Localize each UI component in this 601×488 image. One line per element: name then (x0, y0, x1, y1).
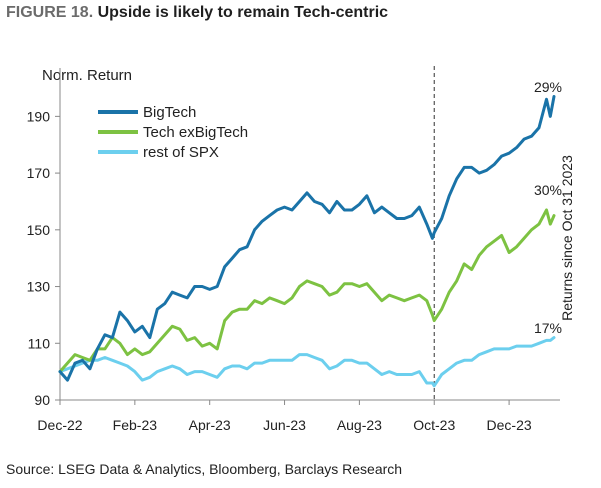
x-tick-label: Apr-23 (189, 417, 231, 433)
series-lines (58, 95, 556, 388)
legend-label-tech-exbigtech: Tech exBigTech (143, 124, 248, 141)
reference-line-label: Returns since Oct 31 2023 (559, 155, 575, 321)
y-tick-label: 130 (27, 279, 51, 295)
figure-title: FIGURE 18. Upside is likely to remain Te… (6, 4, 388, 22)
y-tick-label: 90 (34, 392, 50, 408)
end-label-bigtech: 29% (534, 79, 562, 95)
legend-label-bigtech: BigTech (143, 104, 196, 121)
series-line-rest-of-spx (58, 336, 556, 388)
tick-labels: 90 110 130 150 170 190 Dec-22 Feb-23 Apr-23 Jun-2… (27, 108, 532, 433)
x-tick-label: Jun-23 (263, 417, 306, 433)
y-axis-label: Norm. Return (42, 67, 132, 84)
end-label-rest-of-spx: 17% (534, 320, 562, 336)
y-tick-label: 170 (27, 165, 51, 181)
figure-heading: Upside is likely to remain Tech-centric (97, 4, 389, 21)
legend: BigTech Tech exBigTech rest of SPX (98, 104, 248, 161)
y-tick-label: 110 (28, 335, 51, 351)
figure-label: FIGURE 18. (6, 4, 94, 21)
x-tick-label: Aug-23 (337, 417, 382, 433)
y-tick-label: 150 (27, 222, 51, 238)
end-label-tech-exbigtech: 30% (534, 182, 562, 198)
end-labels: 29% 30% 17% (534, 79, 562, 336)
x-tick-label: Dec-23 (487, 417, 532, 433)
series-line-tech-exbigtech (58, 208, 556, 374)
x-tick-label: Feb-23 (113, 417, 158, 433)
legend-label-rest-of-spx: rest of SPX (143, 144, 219, 161)
x-tick-label: Oct-23 (413, 417, 455, 433)
axes (55, 68, 560, 405)
reference-line-group: Returns since Oct 31 2023 (433, 66, 575, 400)
x-tick-label: Dec-22 (37, 417, 82, 433)
source-note: Source: LSEG Data & Analytics, Bloomberg… (6, 461, 403, 477)
series-line-bigtech (58, 95, 556, 382)
y-tick-label: 190 (27, 108, 51, 124)
